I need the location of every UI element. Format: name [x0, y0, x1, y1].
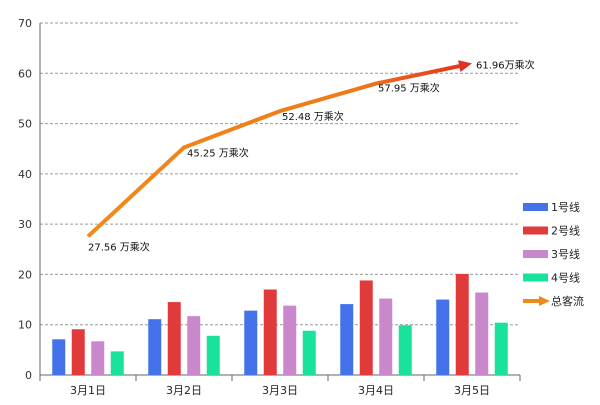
- y-tick-label: 0: [25, 369, 32, 382]
- bar: [359, 280, 373, 375]
- gridlines: [40, 22, 520, 326]
- bar: [455, 273, 469, 375]
- bar: [91, 341, 105, 375]
- bar: [302, 330, 316, 375]
- bar: [52, 339, 66, 375]
- x-tick-label: 3月3日: [262, 384, 298, 397]
- legend-arrowhead: [539, 296, 550, 306]
- data-label: 57.95 万乘次: [378, 82, 440, 95]
- series-line: [86, 63, 464, 238]
- legend-label: 4号线: [551, 271, 580, 285]
- legend-label: 1号线: [551, 200, 580, 214]
- y-tick-label: 50: [18, 118, 32, 131]
- data-label: 61.96万乘次: [476, 58, 535, 71]
- x-tick-label: 3月4日: [358, 384, 394, 397]
- legend-swatch: [523, 203, 548, 211]
- bar: [71, 329, 85, 375]
- bar: [187, 316, 201, 375]
- bar: [263, 289, 277, 375]
- data-label: 45.25 万乘次: [187, 146, 249, 159]
- legend-swatch: [523, 226, 548, 235]
- x-tick-label: 3月2日: [166, 384, 202, 397]
- bars: [52, 273, 508, 375]
- y-tick-label: 40: [18, 168, 32, 181]
- bar: [283, 305, 297, 375]
- bar: [110, 351, 124, 375]
- bar: [244, 310, 258, 375]
- bar: [475, 292, 489, 375]
- line-arrowhead: [458, 60, 472, 72]
- bar: [436, 299, 450, 375]
- x-tick-label: 3月1日: [70, 384, 106, 397]
- y-tick-label: 10: [18, 319, 32, 332]
- data-labels: 27.56 万乘次 45.25 万乘次 52.48 万乘次 57.95 万乘次 61.9…: [88, 58, 535, 253]
- data-label: 52.48 万乘次: [282, 110, 344, 123]
- y-tick-label: 20: [18, 268, 32, 281]
- bar: [206, 335, 220, 375]
- data-label: 27.56 万乘次: [88, 240, 150, 253]
- y-tick-label: 30: [18, 218, 32, 231]
- legend-label: 3号线: [551, 247, 580, 261]
- y-tick-label: 70: [18, 17, 32, 30]
- legend-swatch: [523, 273, 548, 282]
- x-tick-label: 3月5日: [454, 384, 490, 397]
- legend-label: 2号线: [551, 224, 580, 238]
- legend-swatch: [523, 250, 548, 258]
- bar: [167, 302, 181, 375]
- y-tick-label: 60: [18, 67, 32, 80]
- total-flow-line: [86, 60, 472, 238]
- bar: [379, 298, 393, 375]
- bar: [398, 325, 412, 375]
- bar: [340, 304, 354, 375]
- bar: [494, 322, 508, 375]
- legend-label: 总客流: [551, 294, 584, 308]
- bar: [148, 319, 162, 375]
